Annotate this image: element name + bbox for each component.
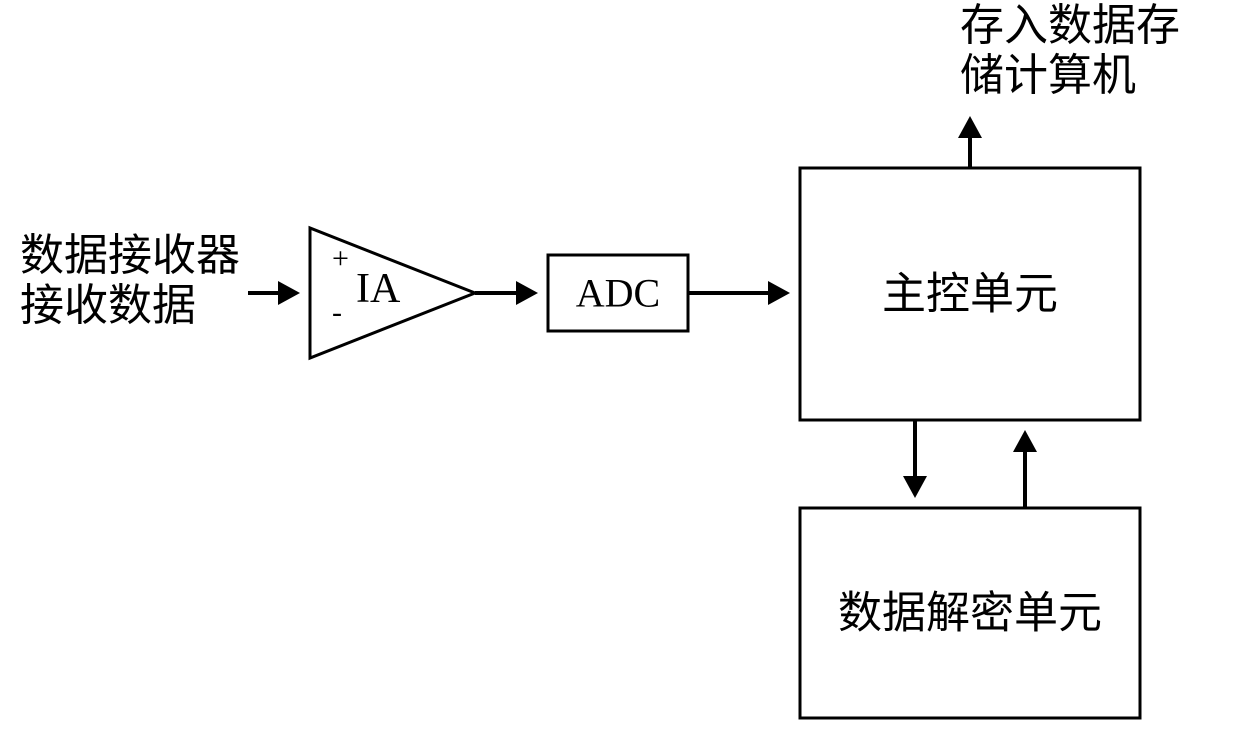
arrow-dec-to-mcu bbox=[1013, 430, 1037, 508]
arrow-amp-to-adc bbox=[475, 281, 538, 305]
amplifier-minus: - bbox=[332, 296, 342, 329]
arrow-input-to-amp bbox=[248, 281, 300, 305]
arrow-adc-to-mcu bbox=[688, 281, 790, 305]
mcu-label: 主控单元 bbox=[882, 270, 1058, 319]
input-label-line1: 数据接收器 bbox=[20, 231, 240, 280]
arrow-mcu-to-dec bbox=[903, 420, 927, 498]
output-label-line2: 储计算机 bbox=[960, 51, 1136, 100]
input-label-line2: 接收数据 bbox=[20, 281, 196, 330]
block-diagram: 数据接收器 接收数据 存入数据存 储计算机 + - IA ADC 主控单元 数据… bbox=[0, 0, 1240, 732]
adc-label: ADC bbox=[576, 271, 660, 316]
amplifier-plus: + bbox=[332, 242, 349, 275]
dec-label: 数据解密单元 bbox=[838, 589, 1102, 638]
amplifier-label: IA bbox=[356, 266, 401, 312]
output-label-line1: 存入数据存 bbox=[960, 1, 1180, 50]
arrow-mcu-to-output bbox=[958, 116, 982, 168]
